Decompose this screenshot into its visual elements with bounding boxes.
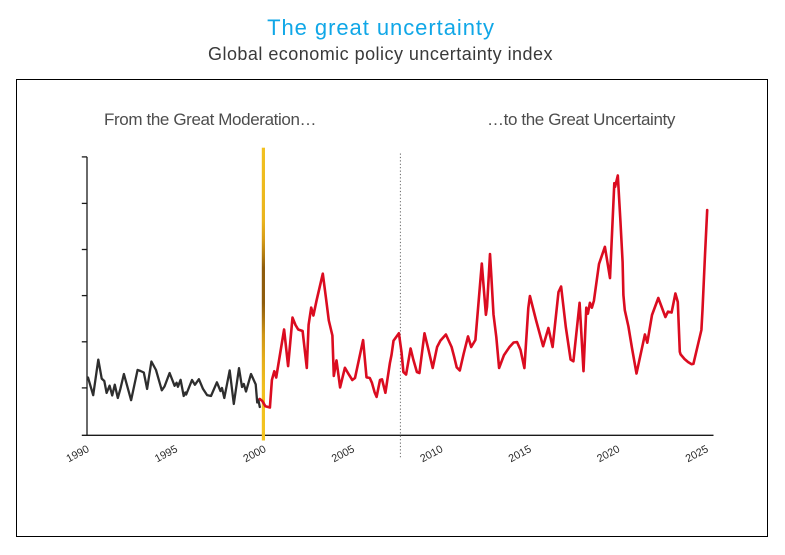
svg-text:1990: 1990 [64,443,91,465]
svg-text:2010: 2010 [418,443,445,465]
svg-text:2025: 2025 [684,443,711,465]
svg-text:1995: 1995 [153,443,180,465]
svg-text:2005: 2005 [330,443,357,465]
svg-text:2020: 2020 [595,443,622,465]
svg-text:2015: 2015 [507,443,534,465]
svg-text:2000: 2000 [241,443,268,465]
